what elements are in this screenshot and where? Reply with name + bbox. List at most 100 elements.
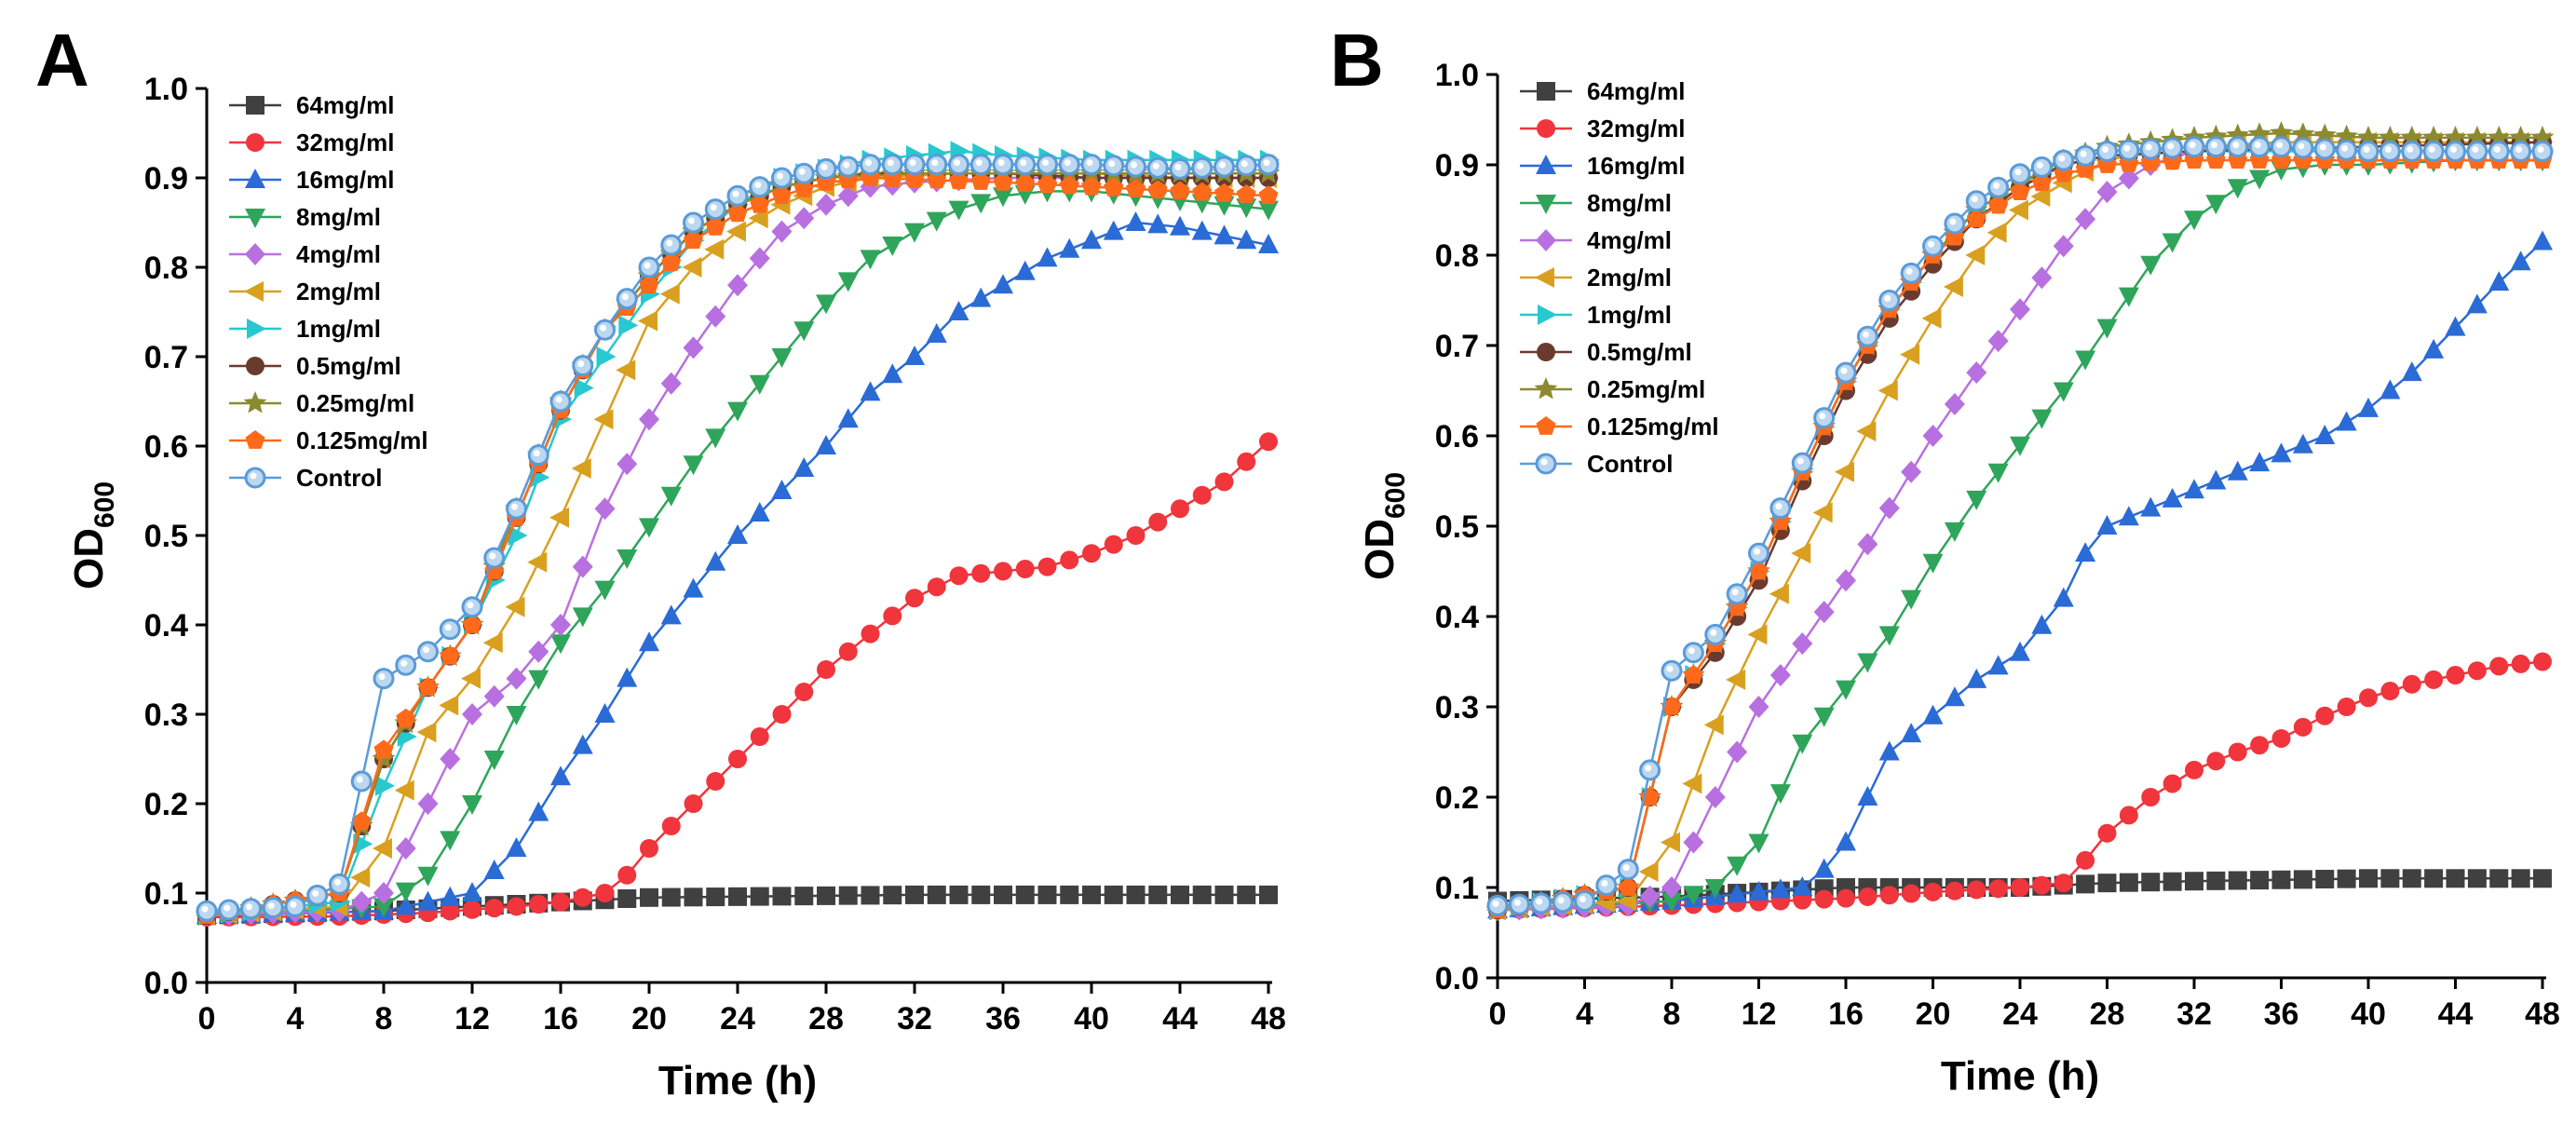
data-point [2271,870,2291,889]
data-point [705,216,725,236]
data-point [1922,553,1944,574]
data-point [994,885,1012,904]
data-point [2359,869,2378,888]
data-point [1792,876,1813,896]
data-point [2487,125,2511,148]
data-point [2031,614,2053,634]
data-point [2205,195,2227,215]
legend-label: 0.125mg/ml [1587,413,1719,440]
data-point [2184,210,2204,231]
x-tick-label: 28 [2090,996,2125,1032]
data-point [417,866,439,887]
data-point [749,374,770,395]
legend-label: 0.25mg/ml [296,389,414,417]
data-point [927,885,946,904]
data-point [706,772,725,791]
data-point [1236,198,1257,219]
data-point [1170,215,1190,236]
data-point [2489,869,2509,888]
data-point [1727,856,1748,876]
data-point [2421,125,2446,148]
y-tick-label: 0.0 [1435,961,1479,996]
y-tick-label: 0.1 [1435,871,1479,906]
data-point [2250,871,2270,890]
data-point [861,886,880,905]
data-point [1987,655,2009,675]
data-point [1878,496,1900,520]
data-point [949,885,969,904]
data-point [594,580,616,601]
data-point [1769,784,1791,805]
data-point [1769,878,1791,899]
data-point [1901,589,1922,610]
data-point [2249,452,2271,472]
data-point [506,667,527,690]
data-point [904,345,925,365]
series-16mg/ml [1487,230,2553,919]
data-point [640,887,658,907]
data-point [1922,425,1944,447]
data-point [1726,669,1746,690]
data-point [794,887,814,906]
data-point [572,607,593,628]
x-tick-label: 24 [720,1001,755,1036]
data-point [2356,125,2380,148]
data-point [1748,696,1769,718]
x-tick-label: 8 [375,1001,393,1036]
data-point [1638,861,1659,883]
data-point [904,223,925,243]
data-point [749,502,770,522]
data-point [1901,723,1922,743]
data-point [994,562,1012,581]
data-point [2162,872,2182,891]
data-point [2446,869,2465,888]
data-point [639,631,659,652]
data-point [616,359,636,381]
data-point [529,895,549,914]
data-point [528,640,549,663]
data-point [1792,734,1813,754]
data-point [440,645,460,665]
data-point [2466,293,2488,314]
data-point [2402,674,2421,694]
data-point [351,811,372,831]
data-point [1902,884,1921,903]
data-point [1037,174,1057,194]
data-point [573,887,592,907]
y-tick-label: 0.0 [144,966,188,1001]
legend-item: 1mg/ml [1520,301,1672,329]
data-point [659,283,680,305]
data-point [596,346,617,367]
data-point [2446,666,2465,685]
data-point [1727,740,1748,764]
data-point [2509,125,2532,148]
data-point [1965,245,1986,265]
data-point [461,668,481,689]
data-point [574,377,594,399]
data-point [551,892,570,912]
data-point [373,739,394,759]
data-point [661,252,682,272]
data-point [2380,682,2400,701]
x-tick-label: 40 [2351,996,2386,1032]
legend-item: 32mg/ml [1520,115,1686,142]
data-point [684,794,703,813]
legend-label: 64mg/ml [296,91,395,119]
data-point [2533,652,2552,671]
data-point [2184,479,2204,499]
data-point [971,563,991,583]
legend-label: 2mg/ml [1587,264,1672,291]
series-Control [196,154,1280,922]
x-tick-label: 8 [1663,996,1681,1032]
data-point [948,301,969,320]
data-point [1749,561,1769,580]
x-tick-label: 48 [1251,1001,1286,1036]
data-point [2053,382,2074,402]
data-point [2205,469,2227,490]
legend-label: Control [1587,450,1673,478]
data-point [2075,542,2096,562]
data-point [1921,307,1942,329]
data-point [1059,237,1080,258]
legend-item: 0.5mg/ml [229,352,401,380]
data-point [417,793,439,815]
